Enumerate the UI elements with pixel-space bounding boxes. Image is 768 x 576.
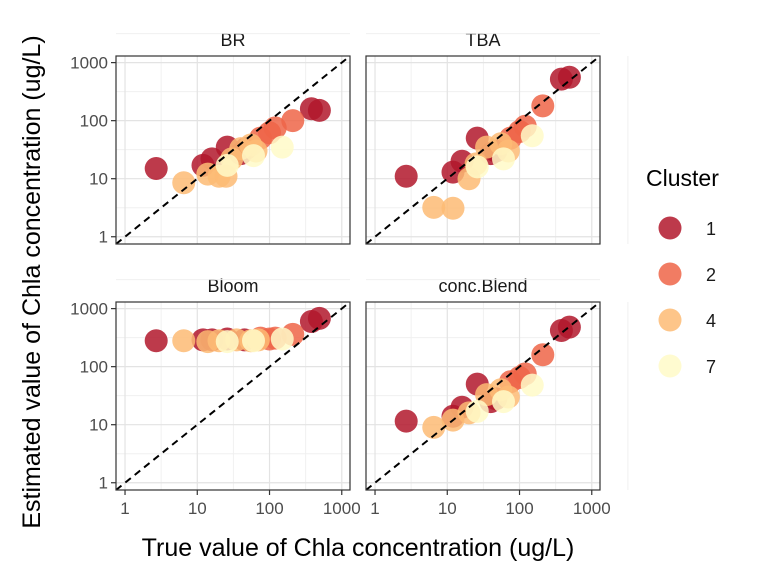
x-tick-label: 10 <box>188 499 207 518</box>
legend-label: 1 <box>706 219 716 239</box>
data-point-cluster-4 <box>422 415 446 439</box>
legend-key-cluster-2 <box>658 262 682 286</box>
y-tick-label: 10 <box>89 170 108 189</box>
data-point-cluster-4 <box>441 196 465 220</box>
x-tick-label: 1000 <box>573 499 611 518</box>
legend: Cluster 1 2 4 7 <box>646 165 719 378</box>
data-point-cluster-2 <box>531 343 555 367</box>
panel-plot-area <box>116 56 350 244</box>
data-point-cluster-4 <box>172 329 196 353</box>
x-tick-label: 1 <box>120 499 129 518</box>
data-point-cluster-4 <box>172 171 196 195</box>
x-tick-label: 1 <box>370 499 379 518</box>
x-axis-title: True value of Chla concentration (ug/L) <box>142 534 575 562</box>
facet-panel-conc-blend: conc.Blend 1 10 100 1000 <box>365 276 629 518</box>
y-tick-label: 100 <box>80 358 108 377</box>
data-point-cluster-2 <box>263 116 287 140</box>
y-tick-label: 1000 <box>70 300 108 319</box>
x-tick-label: 10 <box>438 499 457 518</box>
data-point-cluster-7 <box>491 147 515 171</box>
data-point-cluster-7 <box>465 155 489 179</box>
data-point-cluster-7 <box>465 399 489 423</box>
facet-panels: BR 1 10 100 1000 TBA Bloom 1 10 100 1000 1 10 100 1000… <box>70 30 629 518</box>
facet-panel-tba: TBA <box>365 30 629 245</box>
x-tick-label: 1000 <box>323 499 361 518</box>
data-point-cluster-7 <box>520 373 544 397</box>
legend-key-cluster-1 <box>658 216 682 240</box>
y-tick-label: 1 <box>99 228 108 247</box>
y-tick-label: 1000 <box>70 54 108 73</box>
panel-border <box>115 55 351 245</box>
facet-title: conc.Blend <box>438 276 527 296</box>
panel-border <box>115 301 351 491</box>
data-point-cluster-1 <box>557 65 581 89</box>
data-point-cluster-2 <box>531 94 555 118</box>
facet-title: BR <box>220 30 245 50</box>
one-to-one-reference-line <box>116 56 350 244</box>
y-tick-label: 100 <box>80 112 108 131</box>
one-to-one-reference-line <box>116 302 350 490</box>
y-axis-title: Estimated value of Chla concentration (u… <box>18 35 46 528</box>
legend-key-cluster-4 <box>658 308 682 332</box>
data-point-cluster-4 <box>422 195 446 219</box>
data-point-cluster-7 <box>270 327 294 351</box>
panel-plot-area <box>366 302 600 490</box>
data-point-cluster-7 <box>520 124 544 148</box>
data-point-cluster-1 <box>144 329 168 353</box>
data-point-cluster-7 <box>241 329 265 353</box>
y-tick-label: 10 <box>89 416 108 435</box>
one-to-one-reference-line <box>366 56 600 244</box>
data-point-cluster-7 <box>215 153 239 177</box>
legend-label: 4 <box>706 311 716 331</box>
one-to-one-reference-line <box>366 302 600 490</box>
panel-border <box>365 55 601 245</box>
panel-plot-area <box>116 302 350 490</box>
data-point-cluster-7 <box>215 330 239 354</box>
x-tick-label: 100 <box>505 499 533 518</box>
facet-title: Bloom <box>207 276 258 296</box>
data-point-cluster-1 <box>557 315 581 339</box>
data-point-cluster-1 <box>394 409 418 433</box>
panel-border <box>365 301 601 491</box>
data-point-cluster-1 <box>394 164 418 188</box>
x-tick-label: 100 <box>255 499 283 518</box>
data-point-cluster-7 <box>241 144 265 168</box>
data-point-cluster-1 <box>144 156 168 180</box>
legend-title: Cluster <box>646 165 719 191</box>
facet-panel-bloom: Bloom 1 10 100 1000 1 10 100 1000 <box>70 276 379 518</box>
data-point-cluster-7 <box>270 135 294 159</box>
data-point-cluster-1 <box>307 98 331 122</box>
data-point-cluster-2 <box>281 109 305 133</box>
legend-key-cluster-7 <box>658 354 682 378</box>
facet-panel-br: BR 1 10 100 1000 <box>70 30 379 247</box>
data-point-cluster-1 <box>307 306 331 330</box>
y-tick-label: 1 <box>99 474 108 493</box>
facet-title: TBA <box>465 30 500 50</box>
panel-plot-area <box>366 56 600 244</box>
data-point-cluster-7 <box>491 390 515 414</box>
legend-label: 2 <box>706 265 716 285</box>
legend-label: 7 <box>706 357 716 377</box>
